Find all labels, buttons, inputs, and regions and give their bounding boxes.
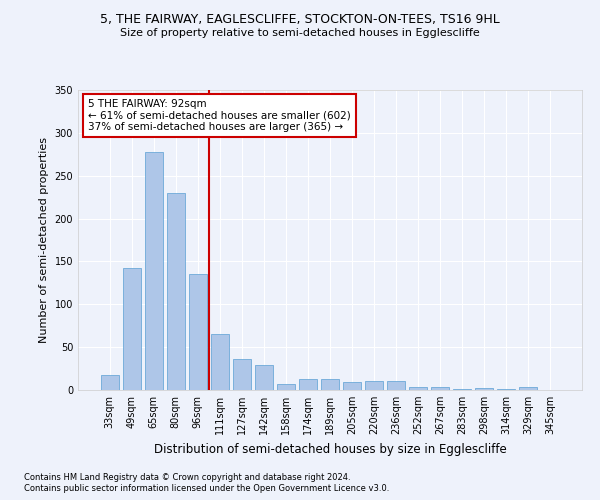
Bar	[101, 374, 119, 390]
Bar	[211, 334, 229, 390]
Bar	[321, 379, 339, 390]
Bar	[497, 389, 515, 390]
Text: 5, THE FAIRWAY, EAGLESCLIFFE, STOCKTON-ON-TEES, TS16 9HL: 5, THE FAIRWAY, EAGLESCLIFFE, STOCKTON-O…	[100, 12, 500, 26]
Bar	[520, 386, 537, 390]
Bar	[255, 365, 273, 390]
Bar	[189, 274, 206, 390]
Bar	[167, 193, 185, 390]
Bar	[454, 389, 471, 390]
Bar	[145, 152, 163, 390]
Y-axis label: Number of semi-detached properties: Number of semi-detached properties	[39, 137, 49, 343]
X-axis label: Distribution of semi-detached houses by size in Egglescliffe: Distribution of semi-detached houses by …	[154, 442, 506, 456]
Text: Contains public sector information licensed under the Open Government Licence v3: Contains public sector information licen…	[24, 484, 389, 493]
Text: Size of property relative to semi-detached houses in Egglescliffe: Size of property relative to semi-detach…	[120, 28, 480, 38]
Bar	[277, 384, 295, 390]
Bar	[299, 379, 317, 390]
Bar	[365, 382, 383, 390]
Bar	[343, 382, 361, 390]
Bar	[475, 388, 493, 390]
Text: Contains HM Land Registry data © Crown copyright and database right 2024.: Contains HM Land Registry data © Crown c…	[24, 472, 350, 482]
Text: 5 THE FAIRWAY: 92sqm
← 61% of semi-detached houses are smaller (602)
37% of semi: 5 THE FAIRWAY: 92sqm ← 61% of semi-detac…	[88, 99, 351, 132]
Bar	[387, 382, 405, 390]
Bar	[431, 386, 449, 390]
Bar	[233, 359, 251, 390]
Bar	[123, 268, 140, 390]
Bar	[409, 386, 427, 390]
